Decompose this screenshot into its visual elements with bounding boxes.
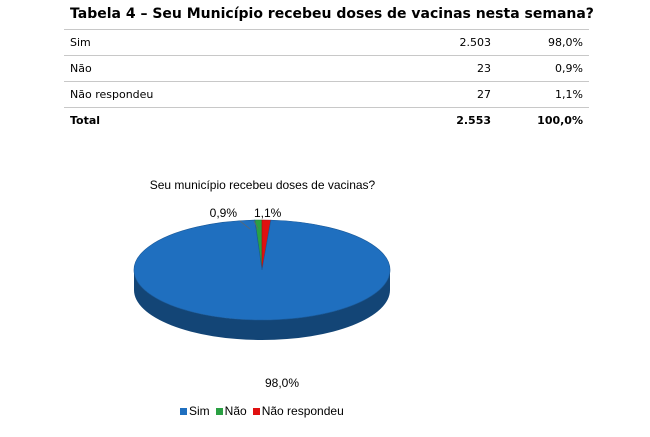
legend-label: Sim [189,404,210,418]
row-label: Não [64,55,416,82]
legend-swatch [215,407,223,415]
legend-label: Não [224,404,247,418]
data-label-sim: 98,0% [265,376,299,390]
legend-swatch [180,407,187,415]
total-percent: 100,0% [537,114,583,127]
row-percent: 98,0% [497,29,589,56]
row-count: 23 [416,55,497,82]
table-row: Não 23 0,9% [64,55,589,82]
row-label: Não respondeu [64,81,416,108]
data-label-não: 0,9% [210,206,238,220]
legend-item-sim: Sim [180,404,210,418]
legend-swatch [252,407,260,415]
pie-slice-sim [133,219,391,321]
table-title: Tabela 4 – Seu Município recebeu doses d… [70,6,594,22]
row-count: 27 [416,81,497,108]
row-count: 2.503 [416,29,497,56]
total-label: Total [70,114,101,127]
chart-title: Seu município recebeu doses de vacinas? [149,178,376,192]
total-count: 2.553 [456,114,491,127]
row-label: Sim [64,29,416,56]
row-percent: 0,9% [497,55,589,82]
data-label-não-respondeu: 1,1% [254,206,282,220]
legend-label: Não respondeu [261,404,344,418]
legend-item-nao: Não [215,404,247,418]
table-row: Não respondeu 27 1,1% [64,81,589,108]
pie-side-sim [134,270,390,340]
leader-line [239,220,251,230]
legend-item-nao-respondeu: Não respondeu [252,404,344,418]
table-total-row: Total 2.553 100,0% [64,108,589,134]
chart-legend: Sim Não Não respondeu [180,404,350,418]
table-row: Sim 2.503 98,0% [64,29,589,56]
data-table: Sim 2.503 98,0% Não 23 0,9% Não responde… [64,29,589,133]
row-percent: 1,1% [497,81,589,108]
leader-line [253,220,259,230]
